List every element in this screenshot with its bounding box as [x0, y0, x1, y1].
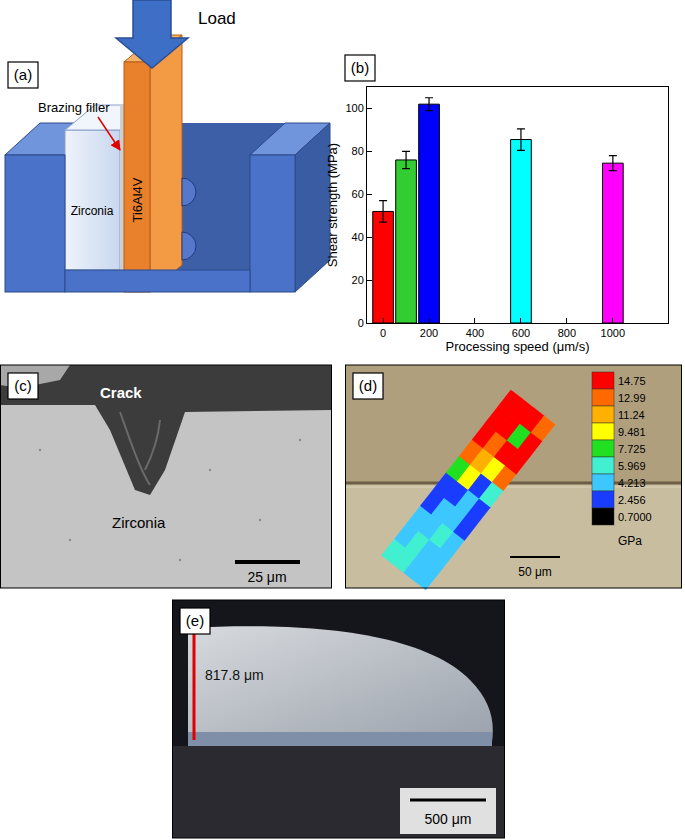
svg-text:40: 40	[352, 231, 364, 243]
svg-text:11.24: 11.24	[618, 409, 645, 421]
svg-text:Shear strength (MPa): Shear strength (MPa)	[325, 143, 340, 267]
svg-text:0: 0	[380, 327, 386, 339]
svg-text:50 μm: 50 μm	[518, 565, 552, 579]
svg-text:200: 200	[420, 327, 438, 339]
svg-text:400: 400	[466, 327, 484, 339]
svg-text:2.456: 2.456	[618, 494, 646, 506]
svg-text:Crack: Crack	[100, 384, 142, 401]
svg-text:500 μm: 500 μm	[425, 811, 472, 827]
svg-text:817.8 μm: 817.8 μm	[205, 667, 264, 683]
svg-text:7.725: 7.725	[618, 443, 646, 455]
svg-text:80: 80	[352, 145, 364, 157]
svg-text:5.969: 5.969	[618, 460, 646, 472]
svg-text:9.481: 9.481	[618, 426, 646, 438]
svg-text:(a): (a)	[14, 66, 32, 83]
svg-text:25 μm: 25 μm	[247, 569, 286, 585]
svg-text:600: 600	[512, 327, 530, 339]
svg-text:20: 20	[352, 274, 364, 286]
svg-text:Ti6Al4V: Ti6Al4V	[130, 177, 145, 222]
svg-text:1000: 1000	[601, 327, 625, 339]
svg-text:12.99: 12.99	[618, 392, 646, 404]
svg-text:14.75: 14.75	[618, 375, 646, 387]
svg-text:Brazing filler: Brazing filler	[38, 100, 110, 115]
svg-text:Zirconia: Zirconia	[71, 204, 114, 218]
svg-text:4.213: 4.213	[618, 477, 646, 489]
svg-text:60: 60	[352, 188, 364, 200]
svg-text:(b): (b)	[351, 59, 369, 76]
svg-text:(d): (d)	[359, 377, 377, 394]
svg-text:0: 0	[358, 317, 364, 329]
svg-text:100: 100	[345, 102, 363, 114]
svg-text:GPa: GPa	[618, 534, 642, 548]
svg-text:0.7000: 0.7000	[618, 511, 652, 523]
svg-text:Zirconia: Zirconia	[112, 514, 166, 531]
svg-text:(c): (c)	[14, 377, 32, 394]
svg-text:(e): (e)	[186, 612, 204, 629]
svg-text:Processing speed (μm/s): Processing speed (μm/s)	[445, 339, 589, 354]
svg-text:800: 800	[558, 327, 576, 339]
svg-text:Load: Load	[198, 9, 236, 28]
